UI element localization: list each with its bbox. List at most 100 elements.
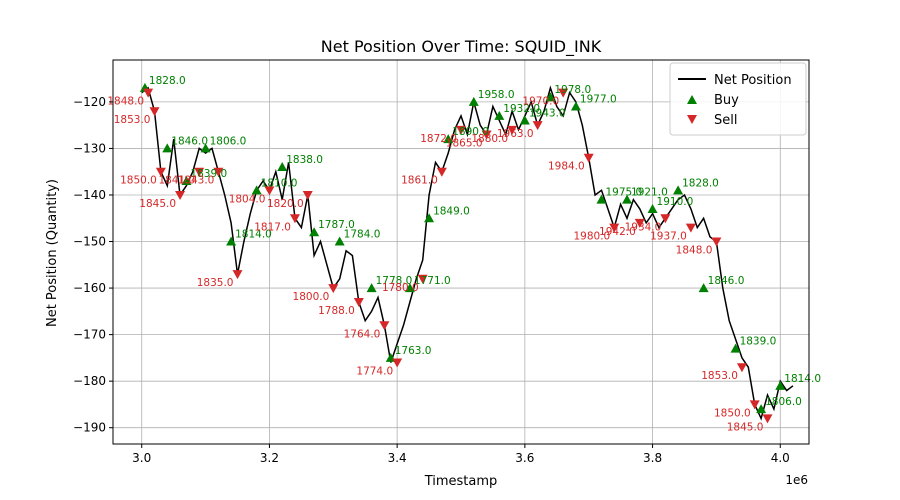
legend-sell-marker (687, 115, 697, 124)
sell-marker (583, 153, 594, 163)
buy-marker (647, 203, 658, 213)
buy-marker (570, 101, 581, 111)
legend-frame (669, 62, 807, 136)
legend-label-sell: Sell (714, 113, 737, 128)
sell-annotation: 1843.0 (178, 175, 215, 187)
sell-marker (456, 125, 466, 135)
buy-annotation: 1787.0 (318, 219, 355, 231)
buy-annotation: 1778.0 (376, 275, 413, 287)
buy-marker (181, 176, 192, 186)
buy-marker (309, 227, 320, 237)
sell-annotation: 1937.0 (650, 231, 687, 243)
buy-marker (596, 194, 607, 204)
y-tick-label: −150 (73, 235, 106, 249)
buy-marker (519, 115, 530, 125)
x-tick-label: 4.0 (771, 451, 790, 465)
sell-marker (143, 88, 154, 98)
sell-marker (532, 121, 543, 131)
sell-marker (175, 190, 186, 200)
sell-marker (685, 223, 696, 233)
sell-annotation: 1817.0 (254, 221, 291, 233)
buy-marker (277, 162, 288, 172)
buy-annotation: 1977.0 (580, 94, 617, 106)
buy-annotation: 1839.0 (740, 336, 777, 348)
buy-marker (756, 404, 767, 414)
buy-marker (334, 236, 345, 246)
buy-marker (200, 143, 211, 153)
sell-marker (302, 190, 313, 200)
sell-annotation: 1980.0 (573, 231, 610, 243)
buy-annotation: 1932.0 (503, 103, 540, 115)
sell-annotation: 1850.0 (120, 175, 157, 187)
sell-annotation: 1853.0 (114, 114, 151, 126)
sell-annotation: 1853.0 (701, 370, 738, 382)
sell-annotation: 1841.0 (158, 175, 195, 187)
sell-annotation: 1942.0 (599, 226, 636, 238)
sell-marker (149, 107, 160, 117)
buy-marker (424, 213, 435, 223)
buy-marker (226, 236, 237, 246)
plot-frame (112, 59, 810, 445)
buy-marker (468, 96, 479, 106)
legend-label-net-position: Net Position (714, 73, 792, 88)
buy-annotation: 1814.0 (235, 229, 272, 241)
sell-annotation: 1861.0 (401, 175, 438, 187)
buy-annotation: 1910.0 (657, 196, 694, 208)
sell-annotation: 1820.0 (267, 198, 304, 210)
sell-marker (634, 218, 645, 228)
x-tick-label: 3.8 (643, 451, 662, 465)
net-position-line (141, 85, 794, 421)
y-axis-label: Net Position (Quantity) (45, 179, 60, 327)
x-axis-offset-label: 1e6 (785, 473, 808, 487)
buy-annotation: 1838.0 (286, 154, 323, 166)
buy-annotation: 1763.0 (395, 345, 432, 357)
sell-marker (417, 274, 428, 284)
x-tick-label: 3.2 (260, 451, 279, 465)
sell-marker (481, 130, 492, 140)
x-tick-label: 3.4 (388, 451, 407, 465)
sell-annotation: 1804.0 (229, 193, 266, 205)
buy-annotation: 1846.0 (171, 135, 208, 147)
sell-annotation: 1934.0 (625, 221, 662, 233)
legend-label-buy: Buy (714, 93, 739, 108)
sell-annotation: 1970.0 (522, 96, 559, 108)
buy-annotation: 1828.0 (149, 75, 186, 87)
buy-annotation: 1849.0 (433, 205, 470, 217)
buy-annotation: 1814.0 (784, 373, 821, 385)
sell-marker (194, 167, 205, 177)
sell-marker (232, 270, 243, 280)
y-tick-label: −140 (73, 188, 106, 202)
buy-annotation: 1839.0 (190, 168, 227, 180)
sell-annotation: 1835.0 (197, 277, 234, 289)
buy-marker (251, 185, 262, 195)
buy-marker (622, 194, 633, 204)
y-tick-label: −160 (73, 281, 106, 295)
buy-annotation: 1890.0 (452, 126, 489, 138)
sell-annotation: 1963.0 (497, 128, 534, 140)
sell-annotation: 1774.0 (356, 366, 393, 378)
sell-marker (507, 125, 518, 135)
sell-marker (328, 284, 339, 294)
buy-marker (162, 143, 173, 153)
axis-ticks: 3.0 3.2 3.4 3.6 3.8 4.0 −190 −180 −170 −160 −150 −1… (73, 95, 790, 465)
sell-annotation: 1845.0 (727, 421, 764, 433)
sell-annotation: 1848.0 (676, 245, 713, 257)
sell-marker (749, 400, 760, 410)
buy-annotation: 1806.0 (765, 396, 802, 408)
y-tick-label: −170 (73, 328, 106, 342)
buy-annotation: 1806.0 (210, 135, 247, 147)
sell-marker (264, 186, 275, 196)
sell-marker (379, 321, 390, 331)
sell-annotation: 1850.0 (714, 407, 751, 419)
annotation-layer: 1828.0 1846.0 1839.0 1806.0 1814.0 1810.0 1838… (107, 75, 821, 433)
sell-annotation: 1764.0 (344, 328, 381, 340)
sell-marker (353, 298, 364, 308)
sell-annotation: 1848.0 (107, 96, 144, 108)
sell-marker (660, 214, 671, 224)
buy-marker (366, 283, 377, 293)
y-tick-label: −190 (73, 421, 106, 435)
sell-marker (762, 414, 773, 424)
y-tick-label: −130 (73, 141, 106, 155)
legend: Net Position Buy Sell (669, 62, 807, 136)
